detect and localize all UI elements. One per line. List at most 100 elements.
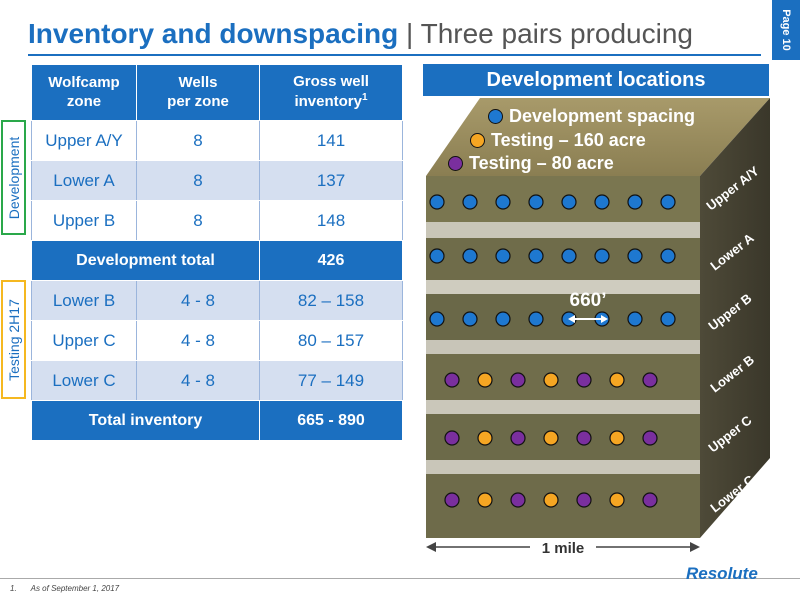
table-row: Upper A/Y 8 141: [31, 120, 403, 161]
page-title: Inventory and downspacing | Three pairs …: [28, 18, 693, 50]
well-dot-development: [462, 194, 478, 210]
stratum-band: [426, 222, 700, 238]
well-dot-testing-160: [543, 430, 559, 446]
cell-wells: 4 - 8: [136, 320, 260, 361]
title-main: Inventory and downspacing: [28, 18, 399, 49]
well-dot-testing-80: [510, 430, 526, 446]
well-dot-testing-80: [642, 430, 658, 446]
well-dot-testing-80: [642, 372, 658, 388]
cell-wells: 8: [136, 200, 260, 241]
table-row: Upper C 4 - 8 80 – 157: [31, 320, 403, 361]
stratum-band: [426, 474, 700, 538]
legend-dot-development: [488, 109, 503, 124]
well-dot-testing-80: [642, 492, 658, 508]
spacing-arrow-right: [601, 315, 608, 323]
well-dot-development: [561, 248, 577, 264]
well-dot-development: [627, 194, 643, 210]
header-zone: Wolfcamp zone: [31, 64, 137, 121]
legend-label-development: Development spacing: [509, 106, 696, 126]
well-dot-testing-80: [510, 492, 526, 508]
cell-inventory: 82 – 158: [259, 280, 403, 321]
cell-inventory: 137: [259, 160, 403, 201]
well-dot-testing-160: [477, 492, 493, 508]
cell-zone: Upper C: [31, 320, 137, 361]
well-dot-development: [495, 311, 511, 327]
cell-zone: Lower B: [31, 280, 137, 321]
well-dot-testing-80: [444, 372, 460, 388]
legend-label-80: Testing – 80 acre: [469, 153, 614, 173]
legend-item-160: Testing – 160 acre: [470, 130, 646, 151]
footnote-marker: 1: [361, 92, 368, 103]
development-label: Development: [5, 136, 22, 219]
well-dot-development: [528, 311, 544, 327]
cell-zone: Lower A: [31, 160, 137, 201]
table-header-row: Wolfcamp zone Wells per zone Gross well inv…: [31, 64, 403, 121]
cell-zone: Upper B: [31, 200, 137, 241]
footer-rule: [0, 578, 800, 579]
scale-arrow-left: [426, 542, 436, 552]
well-dot-development: [528, 194, 544, 210]
stratum-band: [426, 414, 700, 460]
development-total-row: Development total 426: [31, 240, 403, 281]
testing-bracket: Testing 2H17: [1, 280, 26, 399]
side-face: [700, 98, 770, 538]
well-dot-development: [462, 311, 478, 327]
spacing-arrow-left: [568, 315, 575, 323]
development-bracket: Development: [1, 120, 26, 235]
footnote-number: 1.: [10, 584, 17, 593]
block-diagram-graphic: 1 mile 660’: [426, 98, 770, 557]
strata-layers: [426, 176, 700, 538]
cell-inventory: 148: [259, 200, 403, 241]
well-dot-testing-80: [576, 492, 592, 508]
well-dots: [429, 194, 676, 508]
top-face: [426, 98, 770, 176]
well-dot-testing-160: [543, 492, 559, 508]
well-dot-testing-80: [576, 430, 592, 446]
well-dot-development: [660, 194, 676, 210]
legend-item-development: Development spacing: [488, 106, 695, 127]
well-dot-development: [429, 248, 445, 264]
well-dot-development: [660, 311, 676, 327]
cell-wells: 8: [136, 160, 260, 201]
stratum-band: [426, 354, 700, 400]
block-diagram: 1 mile 660’ Development spacing Testing …: [420, 98, 780, 560]
footnote: 1. As of September 1, 2017: [10, 584, 119, 593]
total-inventory-label: Total inventory: [31, 400, 260, 441]
table-row: Lower A 8 137: [31, 160, 403, 201]
cell-wells: 4 - 8: [136, 360, 260, 401]
header-inventory: Gross well inventory1: [259, 64, 403, 121]
cell-zone: Upper A/Y: [31, 120, 137, 161]
well-dot-development: [429, 194, 445, 210]
well-dot-development: [495, 248, 511, 264]
well-dot-testing-160: [609, 430, 625, 446]
header-wells: Wells per zone: [136, 64, 260, 121]
well-dot-testing-160: [609, 372, 625, 388]
well-dot-development: [495, 194, 511, 210]
title-subtitle: Three pairs producing: [420, 18, 693, 49]
well-dot-development: [627, 311, 643, 327]
page-number: Page 10: [780, 9, 792, 51]
total-inventory-row: Total inventory 665 - 890: [31, 400, 403, 441]
stratum-band: [426, 340, 700, 354]
well-dot-testing-160: [477, 430, 493, 446]
title-rule: [28, 54, 761, 56]
well-dot-development: [627, 248, 643, 264]
well-dot-testing-160: [477, 372, 493, 388]
cell-wells: 4 - 8: [136, 280, 260, 321]
scale-label: 1 mile: [542, 540, 585, 557]
well-dot-testing-80: [444, 492, 460, 508]
well-dot-development: [660, 248, 676, 264]
legend-dot-160: [470, 133, 485, 148]
well-dot-development: [462, 248, 478, 264]
well-dot-testing-80: [510, 372, 526, 388]
development-total-value: 426: [259, 240, 403, 281]
footnote-text: As of September 1, 2017: [30, 584, 120, 593]
company-logo: Resolute: [686, 564, 758, 583]
well-dot-development: [594, 248, 610, 264]
total-inventory-value: 665 - 890: [259, 400, 403, 441]
page-number-tab: Page 10: [772, 0, 800, 60]
table-row: Lower B 4 - 8 82 – 158: [31, 280, 403, 321]
table-row: Upper B 8 148: [31, 200, 403, 241]
testing-label: Testing 2H17: [5, 298, 22, 381]
inventory-table: Wolfcamp zone Wells per zone Gross well inv…: [31, 64, 403, 441]
